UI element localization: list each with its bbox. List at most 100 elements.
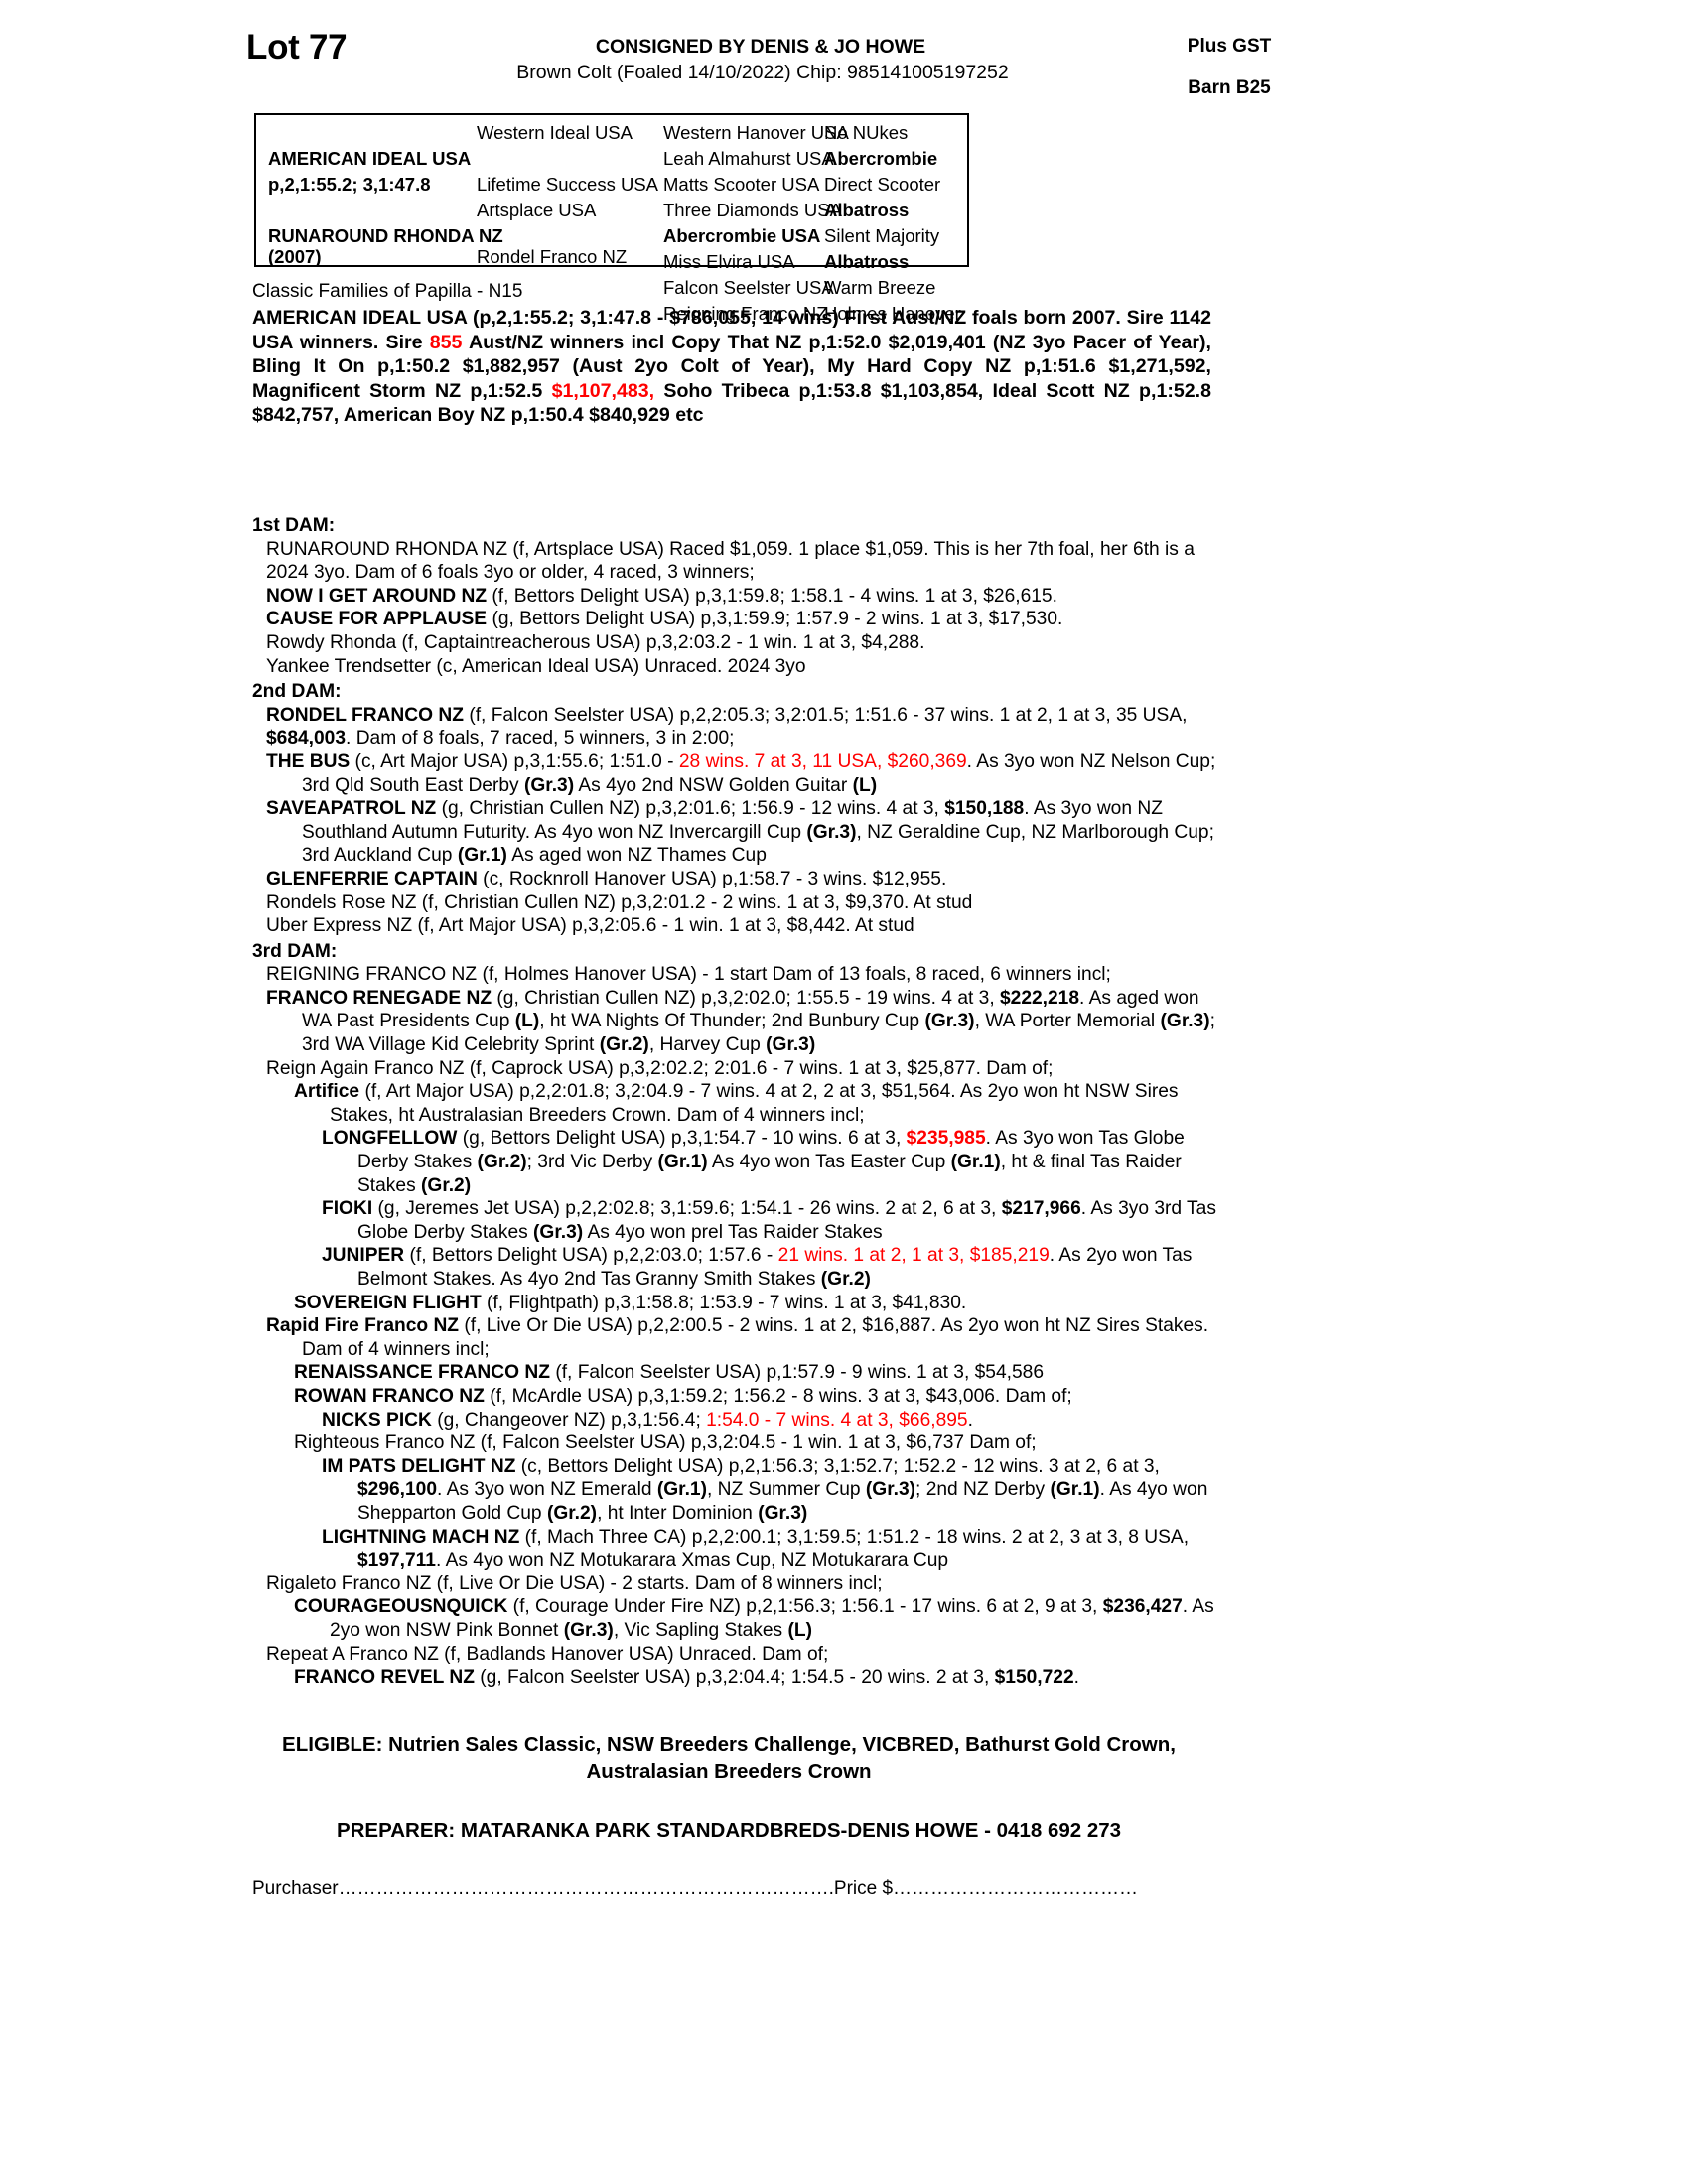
pedigree-entry: Uber Express NZ (f, Art Major USA) p,3,2… — [252, 914, 1225, 938]
pedigree-gen4-5: Albatross — [824, 251, 910, 272]
subject-description: Brown Colt (Foaled 14/10/2022) Chip: 985… — [516, 62, 1009, 83]
text-run: (Gr.2) — [820, 1269, 871, 1290]
eligible-line: ELIGIBLE: Nutrien Sales Classic, NSW Bre… — [282, 1733, 1176, 1783]
pedigree-entry: SAVEAPATROL NZ (g, Christian Cullen NZ) … — [252, 797, 1225, 868]
pedigree-gen4-4: Silent Majority — [824, 225, 940, 246]
text-run: Rigaleto Franco NZ (f, Live Or Die USA) … — [266, 1572, 883, 1594]
sire-summary-paragraph: AMERICAN IDEAL USA (p,2,1:55.2; 3,1:47.8… — [252, 306, 1211, 428]
text-run: (Gr.1) — [457, 845, 507, 867]
text-run: (Gr.2) — [477, 1152, 527, 1173]
pedigree-entry: THE BUS (c, Art Major USA) p,3,1:55.6; 1… — [252, 751, 1225, 797]
text-run: (f, Art Major USA) p,2,2:01.8; 3,2:04.9 … — [330, 1081, 1179, 1126]
text-run: Reign Again Franco NZ (f, Caprock USA) p… — [266, 1057, 1054, 1079]
text-run: (f, Live Or Die USA) p,2,2:00.5 - 2 wins… — [302, 1315, 1209, 1360]
text-run: (g, Changeover NZ) p,3,1:56.4; — [431, 1409, 707, 1431]
pedigree-entry: SOVEREIGN FLIGHT (f, Flightpath) p,3,1:5… — [252, 1292, 1225, 1315]
text-run: As 4yo won prel Tas Raider Stakes — [583, 1221, 883, 1243]
text-run: THE BUS — [266, 751, 351, 772]
pedigree-entry: ROWAN FRANCO NZ (f, McArdle USA) p,3,1:5… — [252, 1385, 1225, 1409]
pedigree-entry: FRANCO RENEGADE NZ (g, Christian Cullen … — [252, 987, 1225, 1057]
text-run: GLENFERRIE CAPTAIN — [266, 868, 478, 889]
text-run: 855 — [429, 331, 463, 353]
text-run: (L) — [852, 774, 878, 796]
text-run: (f, Courage Under Fire NZ) p,2,1:56.3; 1… — [507, 1596, 1103, 1618]
pedigree-entry: FRANCO REVEL NZ (g, Falcon Seelster USA)… — [252, 1666, 1225, 1690]
text-run: (Gr.3) — [563, 1619, 614, 1641]
pedigree-entry: NOW I GET AROUND NZ (f, Bettors Delight … — [252, 585, 1225, 609]
dam-heading: 2nd DAM: — [252, 681, 342, 703]
pedigree-gen4-0: No NUkes — [824, 122, 909, 143]
text-run: JUNIPER — [322, 1245, 405, 1267]
text-run: . As 3yo won Tas Globe Derby Stakes — [357, 1128, 1185, 1173]
text-run: LONGFELLOW — [322, 1128, 458, 1150]
plus-gst-label: Plus GST — [1187, 36, 1272, 57]
text-run: , Harvey Cup — [648, 1034, 767, 1056]
pedigree-entry: Artifice (f, Art Major USA) p,2,2:01.8; … — [252, 1080, 1225, 1127]
pedigree-gen2-0: Western Ideal USA — [477, 122, 633, 143]
dam-heading: 3rd DAM: — [252, 940, 338, 962]
pedigree-gen3-6: Falcon Seelster USA — [663, 277, 834, 298]
text-run: (f, McArdle USA) p,3,1:59.2; 1:56.2 - 8 … — [484, 1385, 1072, 1407]
text-run: AMERICAN IDEAL USA (p,2,1:55.2; 3,1:47.8… — [252, 307, 1211, 353]
text-run: (f, Falcon Seelster USA) p,1:57.9 - 9 wi… — [549, 1362, 1044, 1384]
text-run: (Gr.2) — [546, 1502, 598, 1524]
pedigree-gen3-4: Abercrombie USA — [663, 225, 821, 246]
classic-families-line: Classic Families of Papilla - N15 — [252, 281, 523, 302]
text-run: (f, Bettors Delight USA) p,2,2:03.0; 1:5… — [404, 1245, 778, 1267]
text-run: (Gr.3) — [924, 1011, 975, 1032]
dam-pedigree-body: 1st DAM: RUNAROUND RHONDA NZ (f, Artsplac… — [252, 512, 1225, 1690]
text-run: (f, Falcon Seelster USA) p,2,2:05.3; 3,2… — [463, 704, 1188, 726]
pedigree-gen4-3: Albatross — [824, 200, 910, 220]
text-run: (Gr.3) — [523, 774, 575, 796]
pedigree-entry: GLENFERRIE CAPTAIN (c, Rocknroll Hanover… — [252, 868, 1225, 891]
pedigree-entry: LIGHTNING MACH NZ (f, Mach Three CA) p,2… — [252, 1526, 1225, 1572]
text-run: LIGHTNING MACH NZ — [322, 1526, 520, 1548]
text-run: . As 4yo won Shepparton Gold Cup — [357, 1479, 1208, 1524]
text-run: ; 3rd WA Village Kid Celebrity Sprint — [302, 1011, 1215, 1056]
pedigree-table: AMERICAN IDEAL USA p,2,1:55.2; 3,1:47.8 RU… — [254, 113, 969, 324]
text-run: $150,188 — [944, 798, 1025, 820]
text-run: (c, Bettors Delight USA) p,2,1:56.3; 3,1… — [515, 1455, 1160, 1477]
text-run: (Gr.3) — [1160, 1011, 1210, 1032]
text-run: (g, Christian Cullen NZ) p,3,2:02.0; 1:5… — [492, 987, 1000, 1009]
price-label: Price $ — [833, 1878, 894, 1899]
text-run: . As 2yo won Tas Belmont Stakes. As 4yo … — [357, 1245, 1193, 1290]
text-run: . — [1073, 1667, 1079, 1689]
text-run: (c, Art Major USA) p,3,1:55.6; 1:51.0 - — [350, 751, 679, 772]
pedigree-entry: CAUSE FOR APPLAUSE (g, Bettors Delight U… — [252, 608, 1225, 631]
text-run: (g, Jeremes Jet USA) p,2,2:02.8; 3,1:59.… — [372, 1198, 1002, 1220]
text-run: (Gr.3) — [865, 1479, 916, 1501]
pedigree-gen4-1: Abercrombie — [824, 148, 938, 169]
pedigree-entry: IM PATS DELIGHT NZ (c, Bettors Delight U… — [252, 1455, 1225, 1526]
price-dots[interactable]: ………………………………… — [893, 1878, 1139, 1899]
text-run: $236,427 — [1102, 1596, 1183, 1618]
pedigree-gen3-3: Three Diamonds USA — [663, 200, 842, 220]
pedigree-gen2-1: Lifetime Success USA — [477, 174, 659, 195]
text-run: , Vic Sapling Stakes — [613, 1619, 788, 1641]
pedigree-dam-year: (2007) — [268, 246, 322, 267]
text-run: $197,711 — [357, 1550, 436, 1571]
text-run: (f, Flightpath) p,3,1:58.8; 1:53.9 - 7 w… — [481, 1292, 967, 1313]
consigned-by: CONSIGNED BY DENIS & JO HOWE — [595, 36, 926, 58]
pedigree-entry: COURAGEOUSNQUICK (f, Courage Under Fire … — [252, 1595, 1225, 1642]
pedigree-gen2-2: Artsplace USA — [477, 200, 597, 220]
text-run: $684,003 — [266, 728, 347, 750]
text-run: FRANCO RENEGADE NZ — [266, 987, 492, 1009]
text-run: RUNAROUND RHONDA NZ (f, Artsplace USA) R… — [266, 538, 1195, 584]
pedigree-gen3-2: Matts Scooter USA — [663, 174, 820, 195]
pedigree-sire-name: AMERICAN IDEAL USA — [268, 148, 472, 169]
text-run: . As 3yo 3rd Tas Globe Derby Stakes — [357, 1198, 1216, 1243]
text-run: , WA Porter Memorial — [974, 1011, 1161, 1032]
text-run: 21 wins. 1 at 2, 1 at 3, $185,219 — [777, 1245, 1050, 1267]
text-run: . — [967, 1409, 973, 1431]
text-run: . Dam of 8 foals, 7 raced, 5 winners, 3 … — [346, 728, 735, 750]
text-run: Rapid Fire Franco NZ — [266, 1315, 460, 1337]
pedigree-entry: Rondels Rose NZ (f, Christian Cullen NZ)… — [252, 891, 1225, 915]
text-run: $1,107,483, — [551, 379, 655, 402]
text-run: , ht & final Tas Raider Stakes — [357, 1152, 1182, 1196]
text-run: (g, Christian Cullen NZ) p,3,2:01.6; 1:5… — [436, 798, 945, 820]
purchaser-dots[interactable]: ……………………………………………………………………. — [338, 1878, 834, 1899]
text-run: , NZ Summer Cup — [706, 1479, 866, 1501]
text-run: RENAISSANCE FRANCO NZ — [294, 1362, 550, 1384]
